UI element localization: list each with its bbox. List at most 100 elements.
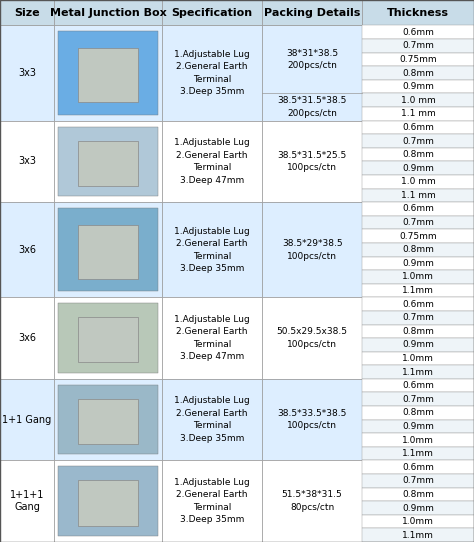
Bar bbox=[362, 420, 474, 433]
Bar bbox=[54, 0, 162, 25]
Bar bbox=[162, 202, 262, 298]
Bar bbox=[78, 140, 138, 186]
Text: 0.8mm: 0.8mm bbox=[402, 327, 434, 336]
Text: 1.1mm: 1.1mm bbox=[402, 367, 434, 377]
Bar bbox=[362, 365, 474, 379]
Bar bbox=[362, 0, 474, 25]
Bar bbox=[0, 461, 54, 542]
Bar bbox=[362, 256, 474, 270]
Text: 0.9mm: 0.9mm bbox=[402, 259, 434, 268]
Bar bbox=[58, 31, 158, 114]
Bar bbox=[362, 107, 474, 121]
Text: 0.9mm: 0.9mm bbox=[402, 164, 434, 173]
Bar bbox=[0, 0, 54, 25]
Bar bbox=[362, 352, 474, 365]
Text: 0.9mm: 0.9mm bbox=[402, 340, 434, 350]
Bar bbox=[0, 121, 54, 202]
Text: 0.7mm: 0.7mm bbox=[402, 137, 434, 145]
Text: 0.75mm: 0.75mm bbox=[399, 55, 437, 64]
Text: 0.7mm: 0.7mm bbox=[402, 313, 434, 322]
Text: Size: Size bbox=[14, 8, 40, 18]
Bar bbox=[0, 25, 54, 121]
Bar bbox=[362, 66, 474, 80]
Bar bbox=[362, 270, 474, 284]
Bar bbox=[0, 298, 54, 379]
Bar bbox=[162, 121, 262, 202]
Text: 1.1mm: 1.1mm bbox=[402, 449, 434, 458]
Text: 1.1mm: 1.1mm bbox=[402, 531, 434, 540]
Bar bbox=[362, 189, 474, 202]
Text: 0.6mm: 0.6mm bbox=[402, 381, 434, 390]
Bar bbox=[362, 93, 474, 107]
Text: 1.0 mm: 1.0 mm bbox=[401, 177, 436, 186]
Bar bbox=[78, 399, 138, 444]
Text: 38.5*31.5*25.5
100pcs/ctn: 38.5*31.5*25.5 100pcs/ctn bbox=[277, 151, 347, 172]
Bar bbox=[162, 25, 262, 121]
Bar bbox=[262, 25, 362, 121]
Text: 38.5*31.5*38.5
200pcs/ctn: 38.5*31.5*38.5 200pcs/ctn bbox=[277, 96, 347, 118]
Bar bbox=[262, 379, 362, 461]
Bar bbox=[54, 461, 162, 542]
Bar bbox=[54, 298, 162, 379]
Bar bbox=[362, 243, 474, 256]
Bar bbox=[54, 121, 162, 202]
Text: 0.9mm: 0.9mm bbox=[402, 504, 434, 513]
Bar bbox=[362, 447, 474, 461]
Text: Specification: Specification bbox=[172, 8, 253, 18]
Text: 1.0mm: 1.0mm bbox=[402, 273, 434, 281]
Bar bbox=[362, 284, 474, 298]
Text: 0.8mm: 0.8mm bbox=[402, 246, 434, 254]
Bar bbox=[78, 225, 138, 279]
Bar bbox=[362, 202, 474, 216]
Bar bbox=[362, 298, 474, 311]
Bar bbox=[162, 0, 262, 25]
Text: 0.8mm: 0.8mm bbox=[402, 150, 434, 159]
Text: 0.6mm: 0.6mm bbox=[402, 300, 434, 308]
Bar bbox=[262, 298, 362, 379]
Text: 1.Adjustable Lug
2.General Earth
Terminal
3.Deep 35mm: 1.Adjustable Lug 2.General Earth Termina… bbox=[174, 396, 250, 443]
Bar bbox=[262, 121, 362, 202]
Text: 0.7mm: 0.7mm bbox=[402, 476, 434, 485]
Text: 38.5*33.5*38.5
100pcs/ctn: 38.5*33.5*38.5 100pcs/ctn bbox=[277, 409, 347, 430]
Bar bbox=[362, 325, 474, 338]
Bar bbox=[362, 121, 474, 134]
Bar bbox=[362, 25, 474, 39]
Bar bbox=[78, 317, 138, 363]
Bar bbox=[58, 208, 158, 292]
Text: 1.1 mm: 1.1 mm bbox=[401, 191, 436, 200]
Text: 1.0 mm: 1.0 mm bbox=[401, 96, 436, 105]
Text: 1.1 mm: 1.1 mm bbox=[401, 109, 436, 118]
Bar bbox=[362, 134, 474, 148]
Text: 1+1+1
Gang: 1+1+1 Gang bbox=[10, 491, 44, 512]
Text: 0.7mm: 0.7mm bbox=[402, 395, 434, 404]
Text: 0.8mm: 0.8mm bbox=[402, 408, 434, 417]
Text: 0.6mm: 0.6mm bbox=[402, 28, 434, 37]
Text: 0.8mm: 0.8mm bbox=[402, 490, 434, 499]
Text: Metal Junction Box: Metal Junction Box bbox=[50, 8, 166, 18]
Bar bbox=[362, 39, 474, 53]
Bar bbox=[54, 379, 162, 461]
Bar bbox=[362, 338, 474, 352]
Text: 0.6mm: 0.6mm bbox=[402, 204, 434, 214]
Text: 38*31*38.5
200pcs/ctn: 38*31*38.5 200pcs/ctn bbox=[286, 49, 338, 70]
Bar bbox=[262, 461, 362, 542]
Text: 1.0mm: 1.0mm bbox=[402, 354, 434, 363]
Bar bbox=[58, 385, 158, 454]
Text: 51.5*38*31.5
80pcs/ctn: 51.5*38*31.5 80pcs/ctn bbox=[282, 491, 343, 512]
Bar bbox=[78, 48, 138, 102]
Text: 3x6: 3x6 bbox=[18, 333, 36, 343]
Text: 1+1 Gang: 1+1 Gang bbox=[2, 415, 52, 425]
Text: 0.75mm: 0.75mm bbox=[399, 231, 437, 241]
Bar bbox=[162, 298, 262, 379]
Text: 0.7mm: 0.7mm bbox=[402, 218, 434, 227]
Text: 50.5x29.5x38.5
100pcs/ctn: 50.5x29.5x38.5 100pcs/ctn bbox=[277, 327, 347, 349]
Bar bbox=[262, 0, 362, 25]
Text: 3x6: 3x6 bbox=[18, 245, 36, 255]
Text: 1.Adjustable Lug
2.General Earth
Terminal
3.Deep 35mm: 1.Adjustable Lug 2.General Earth Termina… bbox=[174, 227, 250, 273]
Bar bbox=[362, 379, 474, 392]
Bar bbox=[362, 311, 474, 325]
Bar bbox=[362, 501, 474, 515]
Bar bbox=[362, 488, 474, 501]
Bar bbox=[0, 202, 54, 298]
Text: 0.7mm: 0.7mm bbox=[402, 41, 434, 50]
